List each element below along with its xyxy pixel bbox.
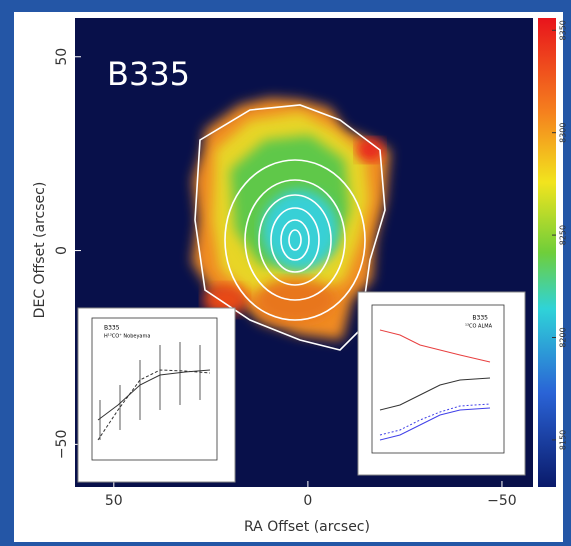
x-tick-label: 0 — [303, 493, 312, 509]
y-axis-label: DEC Offset (arcsec) — [32, 182, 48, 319]
x-tick-label: 50 — [105, 493, 123, 509]
colorbar-tick-label: 8250 — [559, 225, 568, 245]
y-tick-label: 50 — [54, 48, 70, 66]
emission-map — [192, 98, 390, 340]
colorbar-tick-label: 8300 — [559, 123, 568, 143]
inset-left — [77, 307, 236, 483]
map-title: B335 — [107, 55, 190, 93]
y-tick-label: 0 — [54, 246, 70, 255]
inset-title: B335 — [104, 325, 120, 332]
x-axis-label: RA Offset (arcsec) — [244, 519, 370, 535]
x-tick-label: −50 — [487, 493, 517, 509]
inset-subtitle: H¹³CO⁺ Nobeyama — [104, 334, 150, 340]
colorbar — [538, 18, 556, 487]
colorbar-tick-label: 8350 — [559, 20, 568, 40]
colorbar-tick-label: 8200 — [559, 327, 568, 347]
y-tick-label: −50 — [54, 430, 70, 460]
axes: 50 0 −50 −50 0 50 8150 8200 8250 8300 8350 — [54, 20, 568, 509]
inset-right — [357, 291, 526, 476]
inset-subtitle: ¹³CO ALMA — [465, 324, 493, 330]
inset-title: B335 — [472, 315, 488, 322]
colorbar-tick-label: 8150 — [559, 430, 568, 450]
